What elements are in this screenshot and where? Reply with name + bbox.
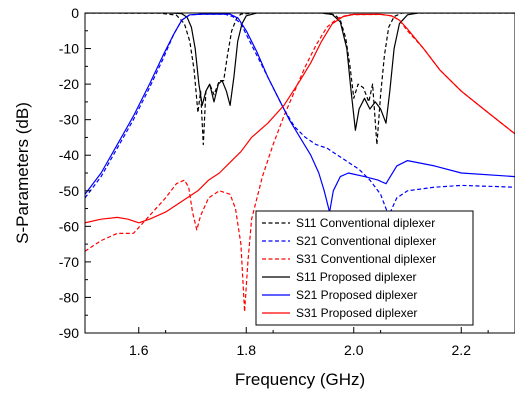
y-tick-label: 0 — [71, 5, 79, 21]
series-line-2 — [85, 13, 515, 313]
legend-label: S21 Proposed diplexer — [296, 288, 417, 302]
y-tick-label: -90 — [59, 325, 79, 341]
x-tick-label: 1.8 — [237, 342, 257, 358]
y-tick-label: -20 — [59, 76, 79, 92]
series-line-1 — [85, 13, 515, 217]
ticks-layer: 1.6 1.8 2.0 2.2 0 -10 -20 -30 -40 -50 -60 -70 -80 -90 — [59, 5, 489, 358]
y-tick-label: -40 — [59, 147, 79, 163]
y-tick-label: -10 — [59, 41, 79, 57]
x-tick-label: 2.0 — [344, 342, 364, 358]
series-line-5 — [85, 13, 515, 224]
x-tick-label: 1.6 — [129, 342, 149, 358]
y-axis-title: S-Parameters (dB) — [13, 102, 32, 244]
y-tick-label: -80 — [59, 289, 79, 305]
legend-box — [255, 210, 474, 326]
x-tick-label: 2.2 — [452, 342, 472, 358]
x-axis-title: Frequency (GHz) — [235, 370, 365, 389]
series-line-3 — [85, 13, 515, 131]
series-line-4 — [85, 13, 515, 213]
legend-label: S11 Conventional diplexer — [296, 216, 435, 230]
y-tick-label: -50 — [59, 183, 79, 199]
legend-label: S11 Proposed diplexer — [296, 270, 417, 284]
series-line-0 — [85, 13, 515, 146]
y-tick-label: -60 — [59, 218, 79, 234]
series-layer — [85, 13, 515, 313]
legend-label: S31 Proposed diplexer — [296, 306, 417, 320]
legend-label: S31 Conventional diplexer — [296, 252, 436, 266]
y-tick-label: -30 — [59, 112, 79, 128]
legend-label: S21 Conventional diplexer — [296, 234, 436, 248]
y-tick-label: -70 — [59, 254, 79, 270]
legend: S11 Conventional diplexer S21 Conventiona… — [255, 210, 474, 326]
